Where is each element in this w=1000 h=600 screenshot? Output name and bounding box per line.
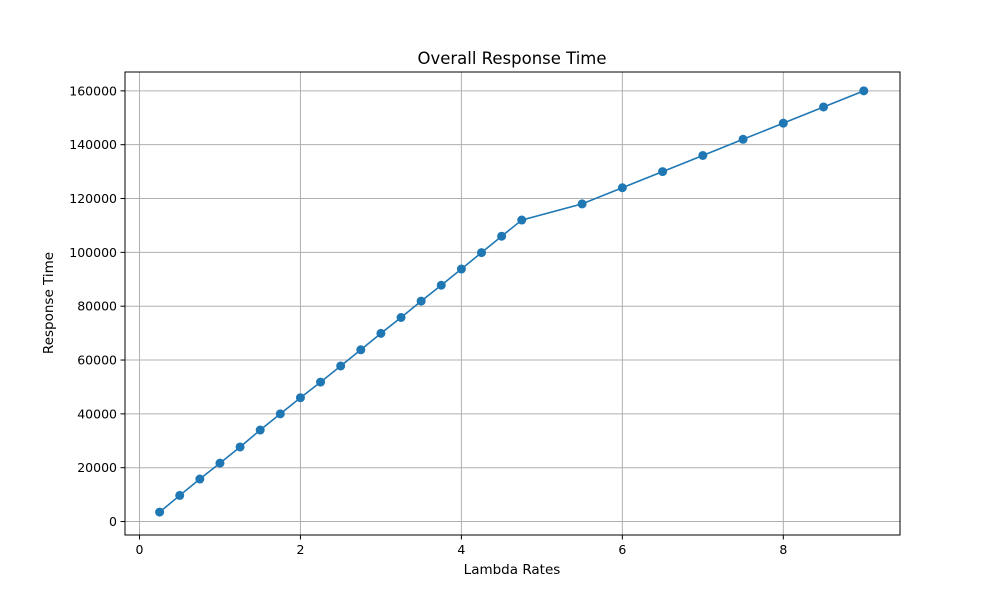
- series-layer: [155, 86, 869, 517]
- data-point: [778, 118, 788, 128]
- x-tick-label: 0: [136, 542, 144, 557]
- data-point: [738, 134, 748, 144]
- x-tick-label: 6: [618, 542, 626, 557]
- data-point: [295, 393, 305, 403]
- x-axis-label: Lambda Rates: [464, 562, 561, 578]
- x-tick-label: 4: [457, 542, 465, 557]
- data-point: [316, 377, 326, 387]
- data-point: [497, 231, 507, 241]
- data-point: [396, 312, 406, 322]
- y-tick-label: 40000: [77, 406, 117, 421]
- grid-layer: [125, 72, 900, 535]
- data-point: [235, 442, 245, 452]
- data-point: [155, 507, 165, 517]
- y-tick-label: 100000: [69, 245, 117, 260]
- y-tick-label: 80000: [77, 299, 117, 314]
- data-point: [819, 102, 829, 112]
- data-point: [356, 345, 366, 355]
- series-line: [159, 90, 865, 513]
- data-point: [436, 280, 446, 290]
- data-point: [577, 199, 587, 209]
- y-tick-label: 160000: [69, 83, 117, 98]
- data-point: [175, 490, 185, 500]
- data-point: [477, 248, 487, 258]
- y-axis-label: Response Time: [41, 252, 57, 354]
- plot-frame: [124, 71, 901, 536]
- data-point: [859, 86, 869, 96]
- data-point: [658, 167, 668, 177]
- data-point: [215, 458, 225, 468]
- ticks-layer: 0 2 4 6 8 0 20000 40000 60000 80000 100000 120000 14…: [69, 83, 787, 557]
- data-point: [195, 474, 205, 484]
- y-tick-label: 20000: [77, 460, 117, 475]
- data-point: [376, 328, 386, 338]
- data-point: [416, 296, 426, 306]
- data-point: [456, 264, 466, 274]
- y-tick-label: 0: [109, 514, 117, 529]
- data-point: [275, 409, 285, 419]
- data-point: [336, 361, 346, 371]
- y-tick-label: 60000: [77, 353, 117, 368]
- x-tick-label: 2: [296, 542, 304, 557]
- data-point: [255, 425, 265, 435]
- y-tick-label: 140000: [69, 137, 117, 152]
- data-point: [617, 183, 627, 193]
- chart-title: Overall Response Time: [417, 49, 606, 68]
- data-point: [517, 215, 527, 225]
- y-tick-label: 120000: [69, 191, 117, 206]
- x-tick-label: 8: [779, 542, 787, 557]
- data-point: [698, 150, 708, 160]
